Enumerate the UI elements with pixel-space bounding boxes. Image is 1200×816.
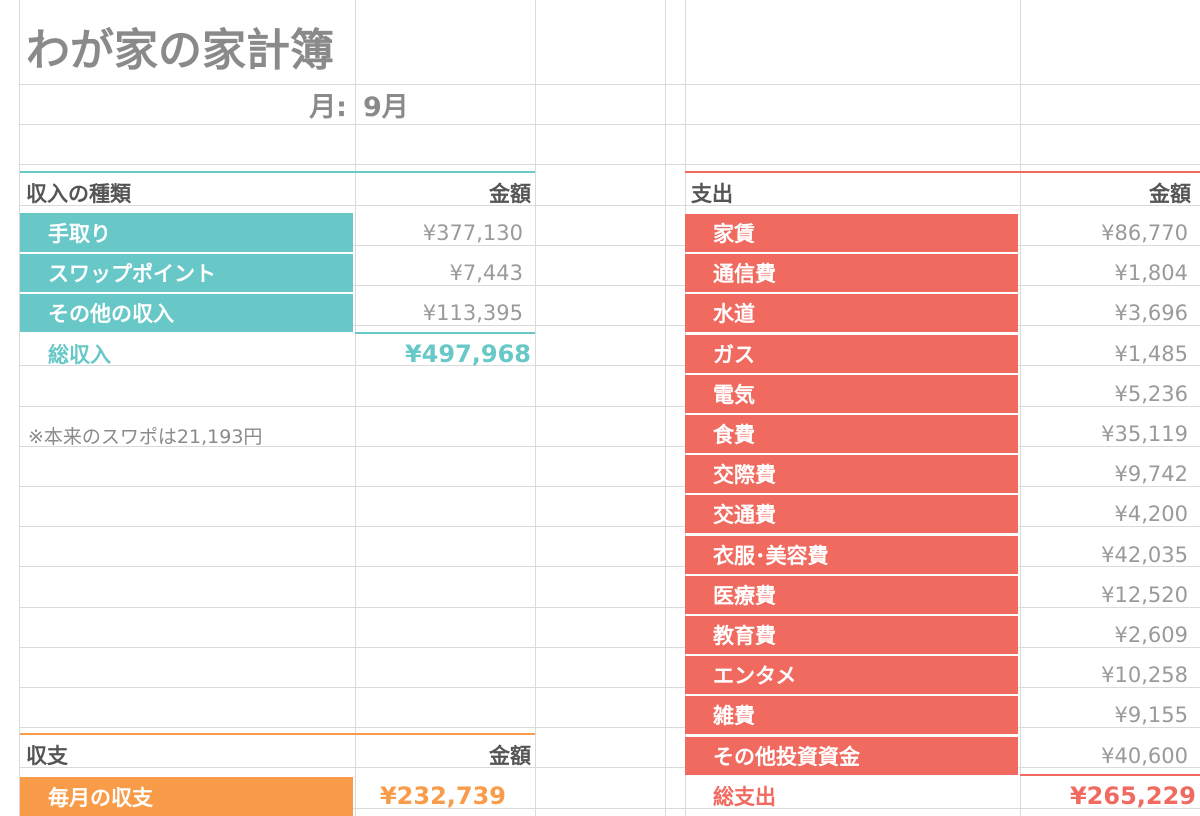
grid-row-line — [19, 727, 1200, 728]
expense-item-label[interactable]: 医療費 — [685, 575, 1018, 614]
income-total-amount[interactable]: ¥497,968 — [404, 340, 531, 368]
grid-column-line — [19, 0, 20, 816]
expense-item-label[interactable]: 衣服･美容費 — [685, 535, 1018, 574]
expense-item-amount[interactable]: ¥35,119 — [1101, 422, 1188, 446]
expense-header-rule — [685, 171, 1200, 173]
expense-item-amount[interactable]: ¥42,035 — [1101, 542, 1188, 567]
grid-row-line — [19, 647, 1200, 648]
balance-header-label: 収支 — [26, 744, 68, 768]
balance-header-amount: 金額 — [489, 744, 531, 768]
grid-row-line — [19, 285, 1200, 286]
swap-note: ※本来のスワポは21,193円 — [28, 425, 263, 448]
income-header-label: 収入の種類 — [26, 182, 131, 206]
expense-item-label[interactable]: エンタメ — [685, 656, 1018, 695]
grid-column-line — [535, 0, 536, 816]
grid-row-line — [19, 124, 1200, 125]
grid-row-line — [19, 406, 1200, 407]
expense-item-amount[interactable]: ¥2,609 — [1114, 623, 1188, 647]
monthly-balance-amount[interactable]: ¥232,739 — [379, 782, 506, 810]
expense-item-amount[interactable]: ¥5,236 — [1114, 381, 1188, 406]
expense-item-amount[interactable]: ¥9,742 — [1114, 462, 1188, 487]
income-amount-other[interactable]: ¥113,395 — [422, 301, 523, 325]
expense-item-amount[interactable]: ¥10,258 — [1101, 663, 1188, 688]
grid-row-line — [19, 164, 1200, 165]
expense-item-amount[interactable]: ¥40,600 — [1101, 743, 1188, 768]
grid-row-line — [19, 245, 1200, 246]
monthly-balance-label[interactable]: 毎月の収支 — [20, 777, 353, 816]
expense-item-label[interactable]: 交通費 — [685, 495, 1018, 534]
income-item-take-home[interactable]: 手取り — [20, 213, 353, 252]
expense-total-amount[interactable]: ¥265,229 — [1069, 782, 1196, 810]
expense-item-label[interactable]: 水道 — [685, 294, 1018, 333]
expense-item-amount[interactable]: ¥3,696 — [1114, 301, 1188, 326]
expense-item-amount[interactable]: ¥86,770 — [1101, 221, 1188, 245]
month-value[interactable]: 9月 — [363, 91, 409, 123]
expense-item-label[interactable]: 通信費 — [685, 254, 1018, 293]
grid-row-line — [19, 205, 1200, 206]
expense-header-label: 支出 — [691, 182, 733, 206]
grid-column-line — [1020, 0, 1021, 816]
expense-item-amount[interactable]: ¥9,155 — [1114, 703, 1188, 728]
income-header-amount: 金額 — [489, 182, 531, 206]
grid-row-line — [19, 808, 1200, 809]
expense-header-amount: 金額 — [1149, 182, 1191, 206]
expense-item-label[interactable]: 交際費 — [685, 455, 1018, 494]
income-total-label: 総収入 — [48, 343, 111, 367]
income-amount-swap-points[interactable]: ¥7,443 — [449, 261, 523, 285]
income-header-rule — [20, 171, 535, 173]
income-total-rule — [355, 332, 535, 334]
grid-column-line — [665, 0, 666, 816]
month-label: 月: — [309, 91, 347, 123]
grid-row-line — [19, 607, 1200, 608]
grid-row-line — [19, 687, 1200, 688]
expense-total-label: 総支出 — [713, 785, 776, 809]
grid-row-line — [19, 446, 1200, 447]
expense-item-label[interactable]: ガス — [685, 334, 1018, 373]
income-item-swap-points[interactable]: スワップポイント — [20, 254, 353, 292]
grid-row-line — [19, 84, 1200, 85]
grid-row-line — [19, 365, 1200, 366]
expense-item-label[interactable]: 食費 — [685, 415, 1018, 453]
income-amount-take-home[interactable]: ¥377,130 — [422, 221, 523, 245]
expense-item-amount[interactable]: ¥4,200 — [1114, 502, 1188, 527]
page-title: わが家の家計簿 — [26, 25, 334, 76]
expense-item-label[interactable]: 電気 — [685, 374, 1018, 413]
expense-item-amount[interactable]: ¥12,520 — [1101, 582, 1188, 607]
grid-column-line — [355, 0, 356, 816]
expense-item-amount[interactable]: ¥1,485 — [1114, 341, 1188, 366]
grid-row-line — [19, 767, 1200, 768]
expense-item-label[interactable]: 教育費 — [685, 616, 1018, 654]
grid-row-line — [19, 325, 1200, 326]
grid-row-line — [19, 526, 1200, 527]
balance-header-rule — [20, 733, 535, 735]
grid-row-line — [19, 566, 1200, 567]
expense-item-label[interactable]: その他投資資金 — [685, 736, 1018, 775]
expense-item-label[interactable]: 雑費 — [685, 696, 1018, 735]
income-item-other[interactable]: その他の収入 — [20, 294, 353, 332]
expense-item-label[interactable]: 家賃 — [685, 214, 1018, 252]
grid-row-line — [19, 486, 1200, 487]
expense-total-rule — [1020, 774, 1200, 776]
expense-item-amount[interactable]: ¥1,804 — [1114, 261, 1188, 286]
